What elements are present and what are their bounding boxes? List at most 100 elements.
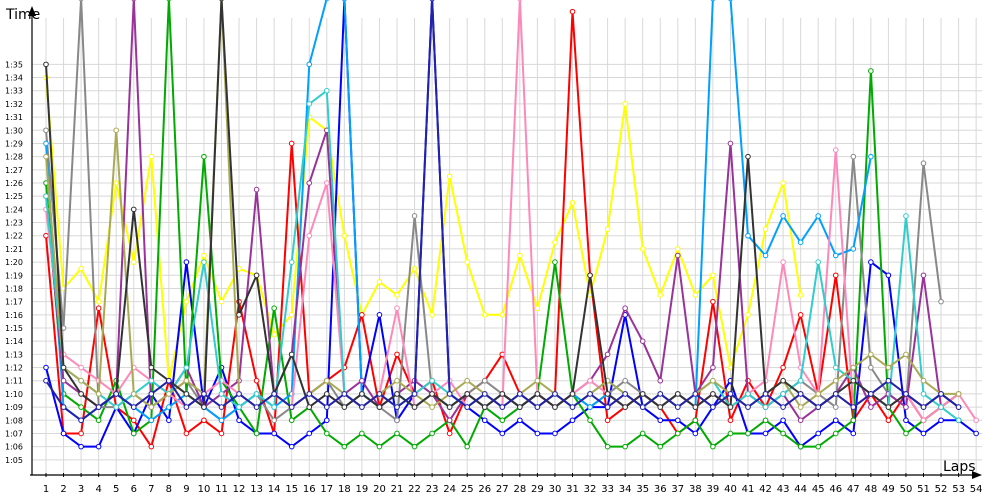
data-point [868, 259, 874, 265]
x-tick-label: 7 [148, 484, 154, 495]
data-point [850, 417, 857, 424]
data-point [920, 404, 927, 410]
y-tick-label: 1:16 [5, 311, 23, 320]
data-point [376, 312, 383, 318]
data-point [534, 391, 541, 397]
axes [28, 6, 982, 479]
data-point [832, 272, 839, 279]
data-point [797, 391, 804, 397]
data-point [517, 417, 523, 424]
data-point [534, 404, 541, 410]
data-point [604, 226, 611, 232]
data-point [60, 377, 67, 384]
data-point [604, 404, 611, 410]
data-point [43, 153, 49, 160]
data-point [885, 377, 892, 384]
data-point [218, 298, 225, 305]
data-point [745, 404, 751, 410]
data-point [639, 404, 646, 410]
y-tick-label: 1:08 [5, 416, 23, 425]
data-point [955, 391, 962, 397]
data-point [394, 351, 400, 358]
x-tick-label: 23 [426, 484, 439, 495]
data-point [604, 443, 611, 450]
data-point [183, 377, 190, 384]
data-point [271, 391, 277, 397]
data-point [166, 417, 172, 424]
data-point [464, 443, 471, 450]
data-point [43, 127, 49, 134]
data-point [920, 160, 927, 167]
y-tick-label: 1:32 [5, 100, 23, 109]
data-point [148, 153, 155, 160]
data-point [675, 246, 681, 252]
data-point [253, 404, 260, 410]
x-tick-label: 40 [724, 484, 737, 495]
data-point [569, 404, 576, 410]
data-point [219, 0, 224, 2]
data-point [95, 443, 102, 450]
data-point [113, 404, 119, 410]
data-point [271, 430, 277, 437]
data-point [868, 404, 874, 410]
y-tick-label: 1:17 [5, 298, 23, 307]
data-point [762, 252, 769, 259]
x-tick-label: 9 [183, 484, 189, 495]
x-tick-label: 54 [970, 484, 983, 495]
y-tick-label: 1:22 [5, 232, 23, 241]
data-point [306, 180, 313, 186]
data-point [95, 298, 102, 305]
data-point [903, 351, 909, 358]
data-point [973, 430, 979, 437]
data-point [973, 417, 979, 424]
data-point [429, 404, 435, 410]
data-point [481, 312, 488, 318]
data-point [955, 417, 962, 424]
data-point [920, 272, 927, 279]
x-tick-label: 18 [338, 484, 351, 495]
data-point [341, 404, 348, 410]
data-point [675, 404, 681, 410]
data-point [780, 430, 786, 437]
data-point [166, 391, 172, 397]
data-point [166, 404, 172, 410]
x-tick-label: 53 [952, 484, 965, 495]
data-point [288, 443, 295, 450]
data-point [569, 391, 576, 397]
data-point [271, 404, 277, 410]
x-tick-label: 31 [566, 484, 579, 495]
data-point [727, 391, 734, 397]
y-tick-label: 1:09 [5, 403, 23, 412]
data-point [569, 417, 576, 424]
data-point [745, 312, 751, 318]
x-tick-label: 36 [654, 484, 667, 495]
data-point [446, 173, 453, 180]
data-point [113, 127, 119, 134]
data-point [727, 417, 734, 424]
data-point [60, 404, 67, 410]
data-point [832, 377, 839, 384]
x-tick-label: 2 [60, 484, 66, 495]
x-tick-label: 49 [882, 484, 895, 495]
x-tick-label: 29 [531, 484, 544, 495]
data-point [762, 226, 769, 232]
y-tick-label: 1:11 [5, 377, 23, 386]
data-point [113, 391, 119, 397]
y-tick-label: 1:26 [5, 179, 23, 188]
y-tick-label: 1:25 [5, 192, 23, 201]
data-point [868, 153, 874, 160]
data-point [499, 312, 506, 318]
data-point [920, 377, 927, 384]
data-point [797, 377, 804, 384]
data-point [183, 404, 190, 410]
series-line [45, 0, 943, 422]
y-tick-label: 1:10 [5, 390, 23, 399]
data-point [130, 206, 137, 213]
data-point [341, 232, 348, 239]
data-point [446, 391, 453, 397]
x-tick-label: 52 [935, 484, 948, 495]
data-point [288, 404, 295, 410]
y-tick-label: 1:34 [5, 74, 23, 83]
data-point [885, 364, 892, 371]
